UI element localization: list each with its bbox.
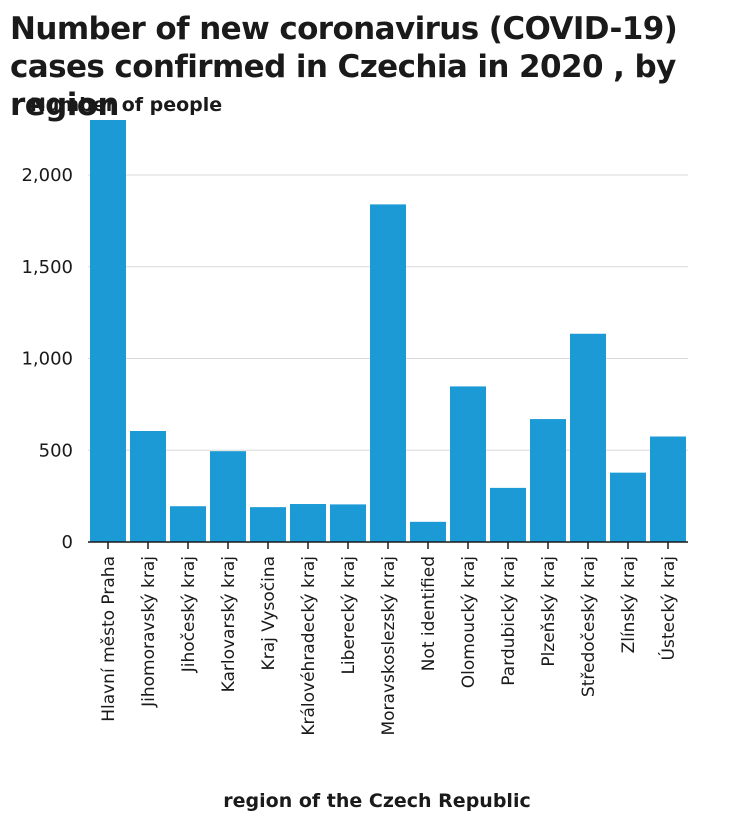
bar: [490, 487, 526, 542]
bar: [170, 506, 206, 542]
bar: [130, 431, 166, 542]
y-tick-label: 1,000: [21, 349, 73, 370]
y-tick-label: 0: [62, 532, 73, 553]
x-tick-label: Ústecký kraj: [657, 556, 679, 660]
x-tick-label: Olomoucký kraj: [459, 556, 479, 688]
x-tick-label: Zlínský kraj: [619, 556, 639, 653]
x-tick-label: Středočeský kraj: [579, 556, 599, 697]
x-tick-label: Pardubický kraj: [499, 556, 519, 686]
y-tick-label: 2,000: [21, 165, 73, 186]
x-tick-label: Jihomoravský kraj: [139, 556, 159, 708]
bar: [90, 120, 126, 542]
chart-title: Number of new coronavirus (COVID-19) cas…: [10, 11, 678, 123]
bar: [610, 472, 646, 542]
bar: [370, 204, 406, 542]
y-axis-label: Number of people: [30, 94, 223, 116]
y-tick-label: 1,500: [21, 257, 73, 278]
x-tick-label: Moravskoslezský kraj: [379, 556, 399, 736]
x-tick-label: Kraj Vysočina: [259, 556, 279, 670]
bar: [410, 521, 446, 542]
x-axis-label: region of the Czech Republic: [223, 790, 531, 812]
bar: [330, 504, 366, 542]
bar: [250, 507, 286, 542]
bar: [530, 419, 566, 542]
x-tick-label: Karlovarský kraj: [219, 556, 239, 692]
x-tick-label: Not identified: [419, 556, 439, 671]
bar: [570, 333, 606, 542]
x-tick-label: Jihočeský kraj: [179, 556, 199, 673]
x-tick-label: Plzeňský kraj: [539, 556, 559, 667]
bar: [650, 436, 686, 542]
x-tick-label: Královéhradecký kraj: [299, 556, 319, 736]
x-tick-label: Liberecký kraj: [339, 556, 359, 675]
bar: [450, 386, 486, 542]
bar: [290, 504, 326, 542]
y-tick-label: 500: [39, 440, 73, 461]
x-tick-label: Hlavní město Praha: [99, 556, 119, 722]
bar: [210, 451, 246, 542]
